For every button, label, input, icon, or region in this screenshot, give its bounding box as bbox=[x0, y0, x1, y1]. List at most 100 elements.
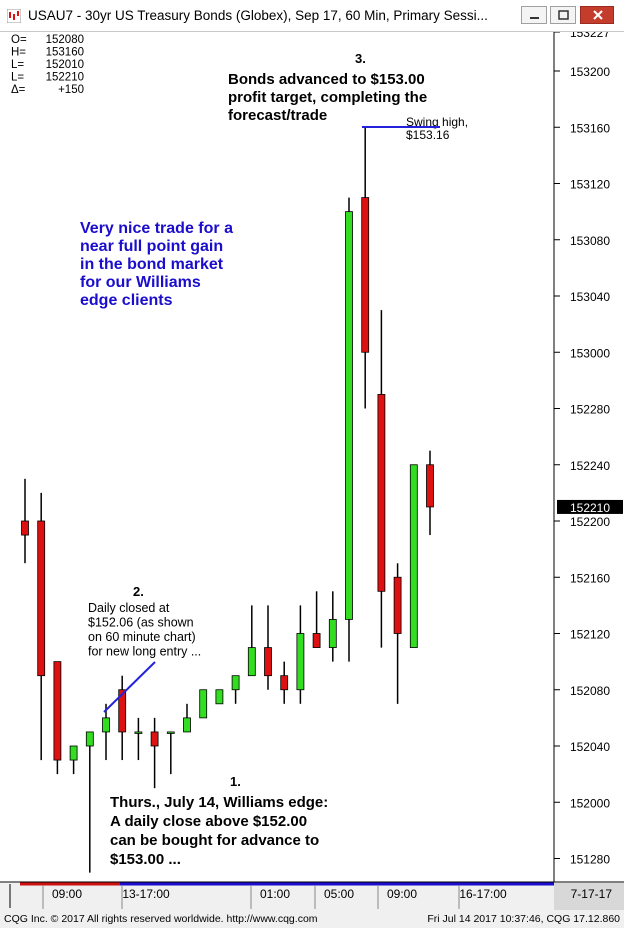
candle bbox=[118, 675, 127, 761]
y-tick-label: 152240 bbox=[570, 459, 610, 473]
ohlc-label: L= bbox=[11, 72, 24, 84]
chart-area[interactable]: 153227 153200 153160 153120 153080 153040 1530… bbox=[0, 26, 624, 910]
y-tick-label: 151280 bbox=[570, 853, 610, 867]
minimize-icon bbox=[530, 17, 539, 19]
ohlc-value: 152010 bbox=[46, 59, 84, 71]
y-tick-label: 153120 bbox=[570, 178, 610, 192]
candle bbox=[134, 717, 143, 761]
current-price-marker: 152210 bbox=[557, 499, 623, 515]
time-axis: 09:00 13-17:00 01:00 05:00 09:00 16-17:00 7-1… bbox=[0, 882, 624, 910]
candle bbox=[247, 605, 256, 677]
commentary-line: edge clients bbox=[80, 292, 173, 309]
candle-body bbox=[312, 633, 321, 648]
app-icon bbox=[7, 9, 21, 23]
note1-text: Thurs., July 14, Williams edge: A daily c… bbox=[110, 794, 328, 868]
commentary-line: for our Williams bbox=[80, 274, 201, 291]
candle bbox=[312, 591, 321, 648]
candle-body bbox=[264, 647, 272, 677]
candle-body bbox=[328, 619, 337, 648]
y-tick-label: 153160 bbox=[570, 121, 610, 135]
note2-number: 2. bbox=[133, 584, 144, 599]
ohlc-value: 152080 bbox=[46, 34, 84, 46]
commentary-line: near full point gain bbox=[80, 238, 223, 255]
window-title: USAU7 - 30yr US Treasury Bonds (Globex),… bbox=[28, 8, 488, 23]
note1-number: 1. bbox=[230, 774, 241, 789]
candle bbox=[361, 127, 370, 409]
candle bbox=[215, 689, 224, 705]
note3-line: forecast/trade bbox=[228, 107, 327, 124]
window-titlebar: USAU7 - 30yr US Treasury Bonds (Globex),… bbox=[0, 0, 624, 32]
candle-body bbox=[85, 731, 94, 747]
candle-body bbox=[118, 689, 127, 733]
ohlc-label: L= bbox=[11, 59, 24, 71]
y-tick-label: 152000 bbox=[570, 796, 610, 810]
candle bbox=[296, 605, 305, 704]
y-tick-label: 152040 bbox=[570, 740, 610, 754]
y-tick-label: 153080 bbox=[570, 234, 610, 248]
candle-body bbox=[199, 689, 208, 719]
entry-pointer-line bbox=[103, 661, 156, 713]
ohlc-value: 152210 bbox=[46, 72, 84, 84]
minimize-button[interactable] bbox=[521, 6, 547, 24]
candle bbox=[21, 478, 29, 564]
ohlc-label: Δ= bbox=[11, 84, 26, 96]
swing-line: $153.16 bbox=[406, 128, 450, 142]
candle bbox=[393, 563, 402, 704]
candle bbox=[150, 717, 159, 789]
note1-line: A daily close above $152.00 bbox=[110, 813, 307, 830]
x-tick-label: 16-17:00 bbox=[459, 887, 507, 901]
candle bbox=[166, 731, 175, 775]
candle-body bbox=[280, 675, 289, 691]
note1-line: can be bought for advance to bbox=[110, 832, 319, 849]
candle bbox=[53, 661, 62, 775]
candle-body bbox=[409, 464, 418, 648]
candle bbox=[345, 197, 353, 662]
note2-line: for new long entry ... bbox=[88, 645, 201, 659]
ohlc-label: H= bbox=[11, 47, 26, 59]
x-tick-label: 05:00 bbox=[324, 887, 354, 901]
swing-high-label: Swing high,$153.16 bbox=[406, 115, 468, 142]
candle-body bbox=[69, 745, 78, 761]
candle-body bbox=[134, 731, 143, 734]
note3-number: 3. bbox=[355, 51, 366, 66]
candle-body bbox=[247, 647, 256, 677]
candle bbox=[69, 745, 78, 775]
candle bbox=[231, 675, 240, 704]
candle bbox=[264, 605, 272, 690]
candle-body bbox=[393, 576, 402, 634]
plot-background bbox=[0, 32, 554, 882]
note2-line: Daily closed at bbox=[88, 601, 170, 615]
price-axis: 153227 153200 153160 153120 153080 153040 1530… bbox=[554, 26, 610, 867]
close-button[interactable] bbox=[580, 6, 614, 24]
status-footer: CQG Inc. © 2017 All rights reserved worl… bbox=[0, 910, 624, 928]
y-tick-label: 152080 bbox=[570, 684, 610, 698]
candle bbox=[377, 310, 386, 648]
note1-line: $153.00 ... bbox=[110, 851, 181, 868]
date-label: 7-17-17 bbox=[571, 887, 613, 901]
footer-copyright: CQG Inc. © 2017 All rights reserved worl… bbox=[4, 913, 318, 925]
y-tick-label: 153227 bbox=[570, 32, 610, 40]
commentary-line: Very nice trade for a bbox=[80, 220, 233, 237]
candle-body bbox=[150, 731, 159, 747]
candle-body bbox=[53, 661, 62, 761]
current-price-label: 152210 bbox=[570, 501, 610, 515]
close-icon bbox=[593, 10, 603, 20]
swing-line: Swing high, bbox=[406, 115, 468, 129]
ohlc-value: 153160 bbox=[46, 47, 84, 59]
y-tick-label: 152280 bbox=[570, 403, 610, 417]
commentary-line: in the bond market bbox=[80, 256, 224, 273]
note2-line: $152.06 (as shown bbox=[88, 616, 194, 630]
candle-body bbox=[166, 731, 175, 734]
candle-body bbox=[37, 520, 46, 677]
ohlc-value: +150 bbox=[58, 84, 84, 96]
candle bbox=[328, 591, 337, 662]
y-tick-label: 152200 bbox=[570, 515, 610, 529]
candle bbox=[426, 450, 434, 536]
candle-body bbox=[361, 197, 370, 353]
candle bbox=[102, 703, 110, 761]
candlestick-chart[interactable]: 153227 153200 153160 153120 153080 153040 1530… bbox=[0, 26, 624, 910]
maximize-button[interactable] bbox=[550, 6, 576, 24]
